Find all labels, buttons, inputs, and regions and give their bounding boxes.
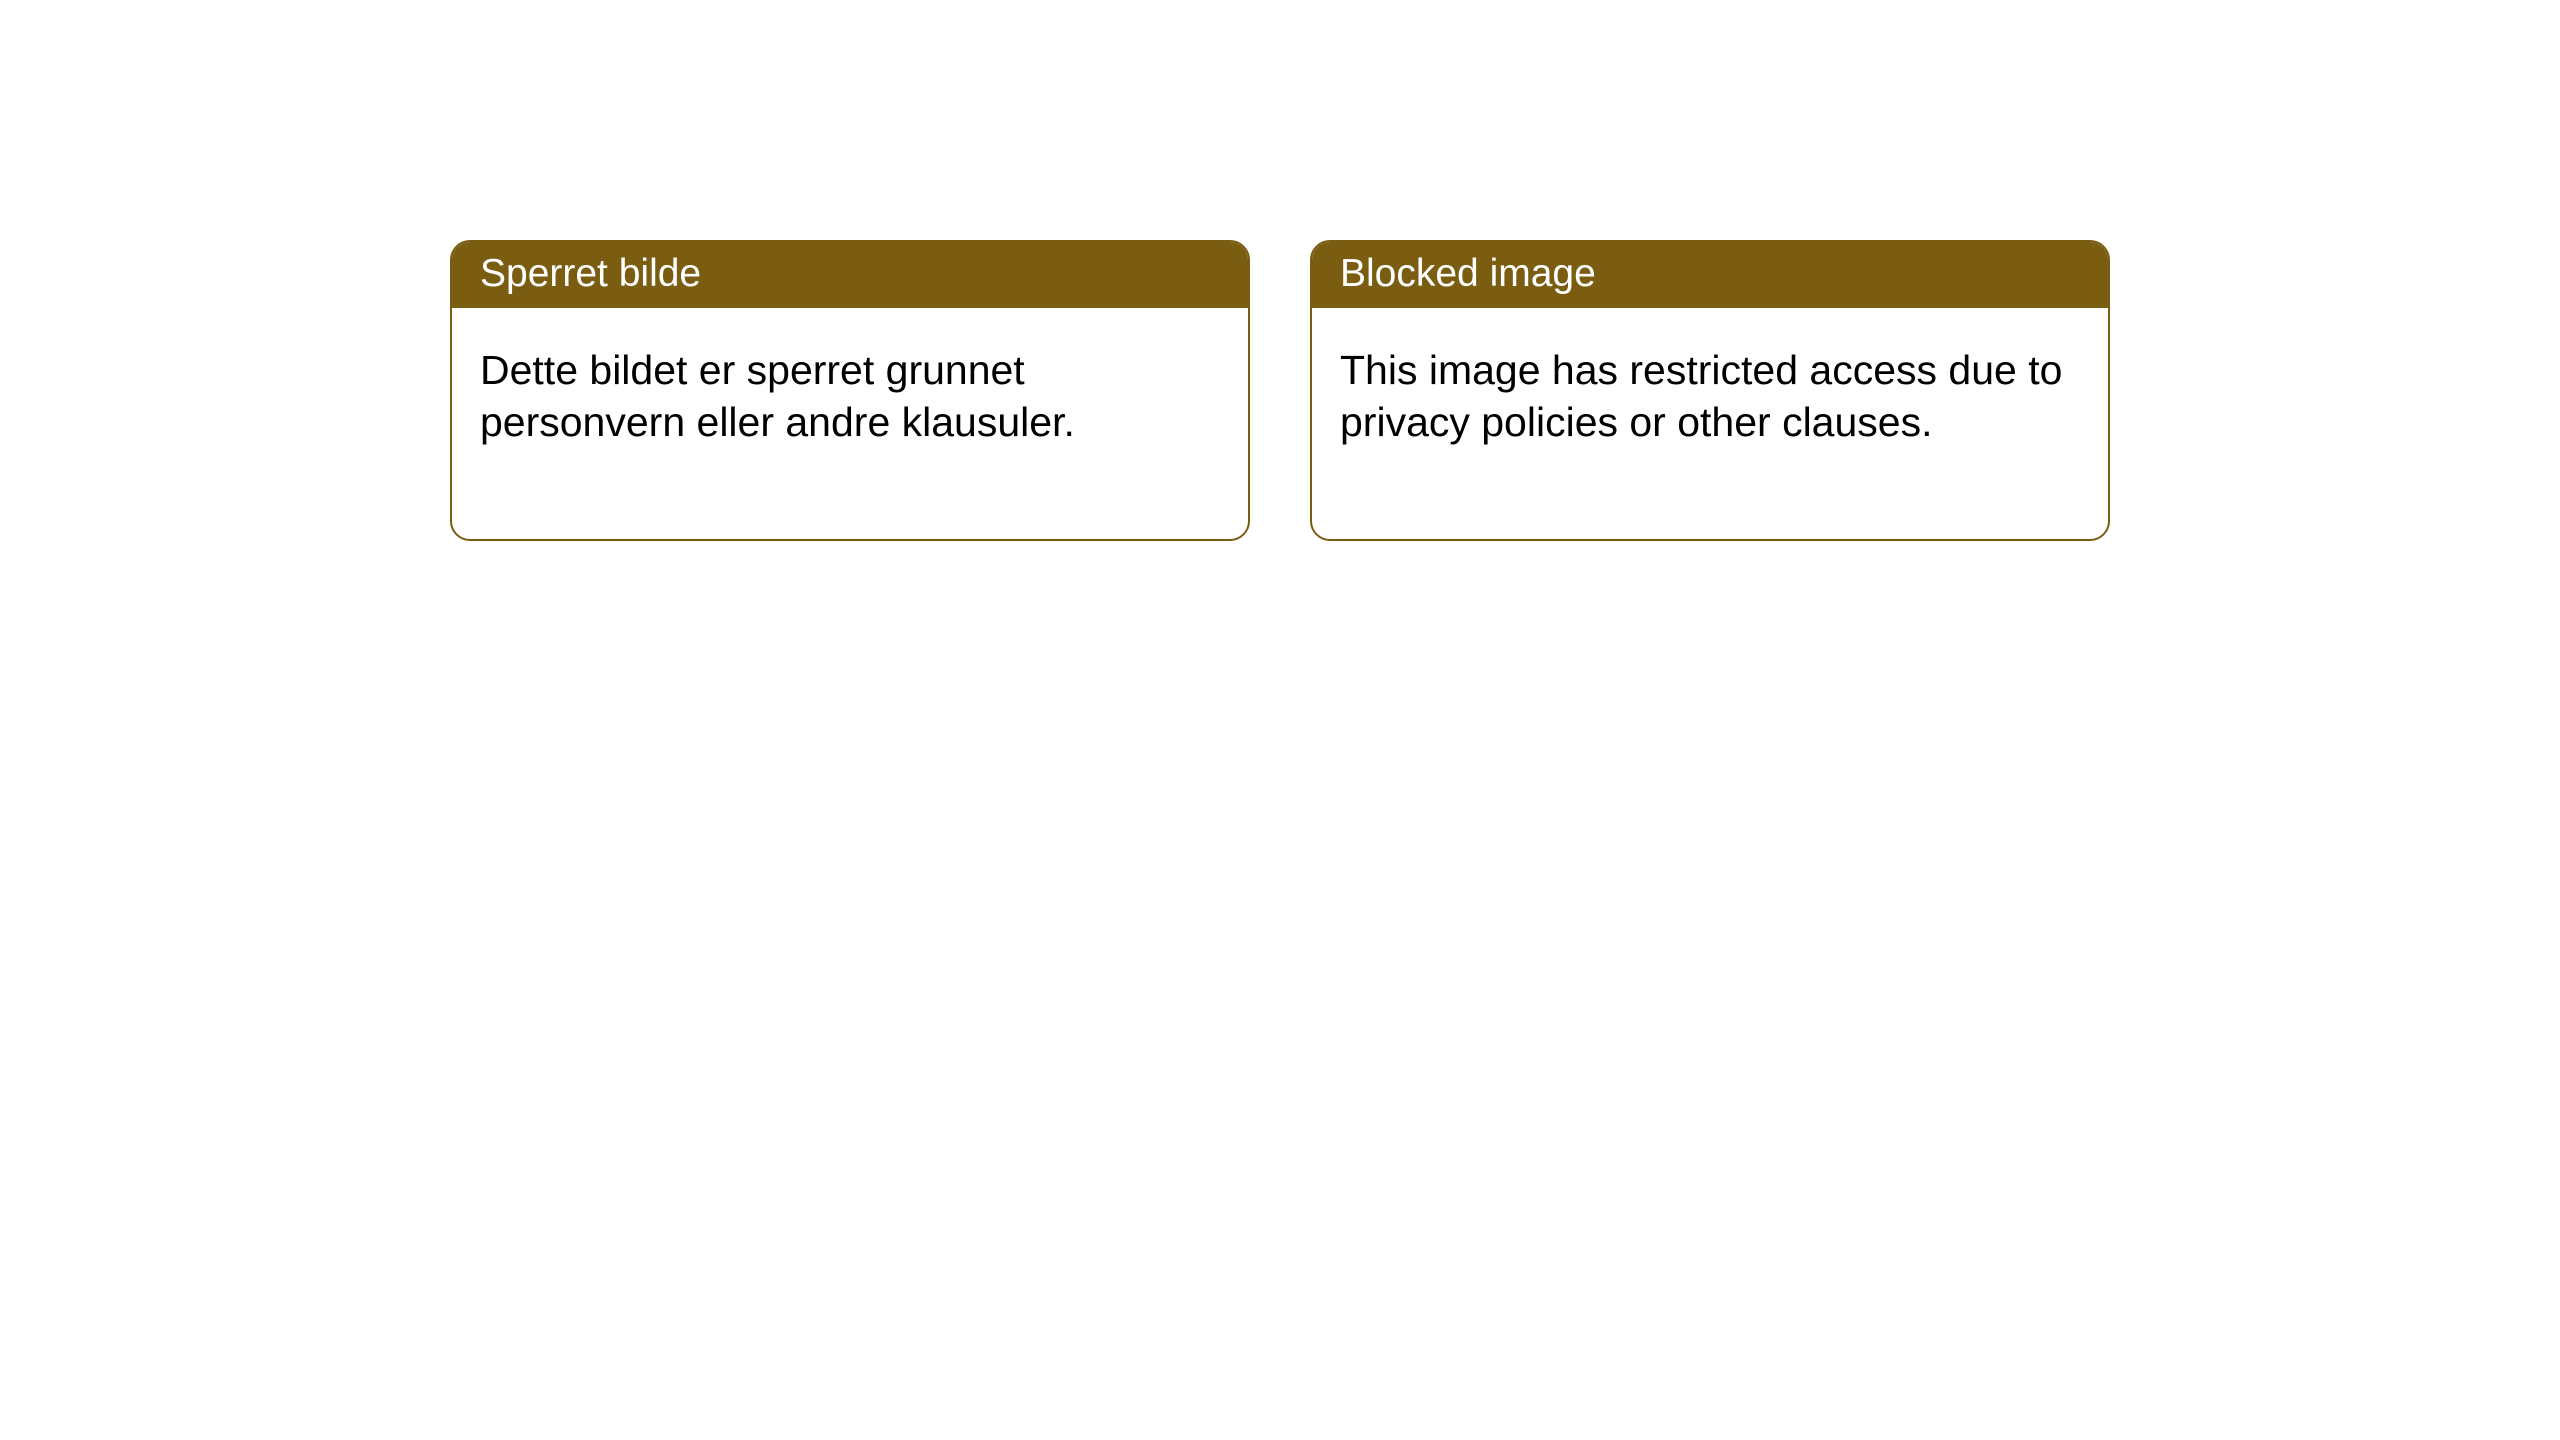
notice-container: Sperret bilde Dette bildet er sperret gr… [450,240,2560,541]
notice-body-text: This image has restricted access due to … [1340,347,2062,445]
notice-card-norwegian: Sperret bilde Dette bildet er sperret gr… [450,240,1250,541]
notice-body: This image has restricted access due to … [1312,308,2108,539]
notice-body-text: Dette bildet er sperret grunnet personve… [480,347,1075,445]
notice-title: Blocked image [1340,252,1596,295]
notice-header: Blocked image [1312,242,2108,308]
notice-header: Sperret bilde [452,242,1248,308]
notice-body: Dette bildet er sperret grunnet personve… [452,308,1248,539]
notice-card-english: Blocked image This image has restricted … [1310,240,2110,541]
notice-title: Sperret bilde [480,252,701,295]
